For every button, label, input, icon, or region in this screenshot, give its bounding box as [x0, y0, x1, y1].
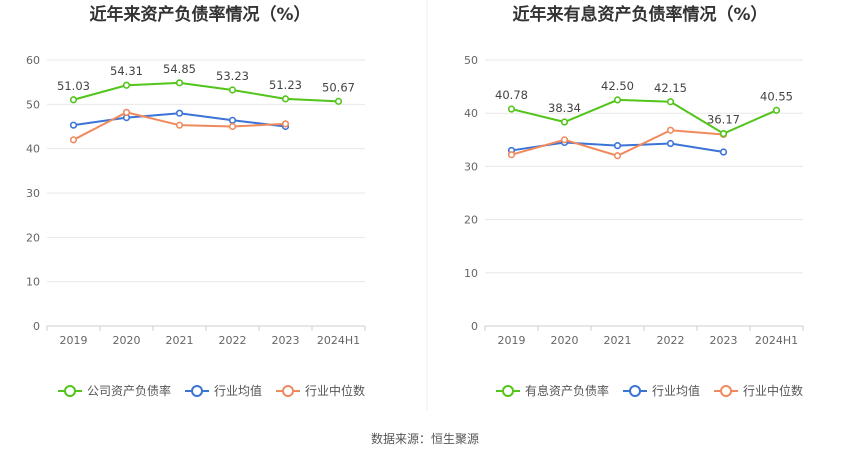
data-label: 54.31	[110, 64, 143, 78]
data-point-company	[666, 98, 675, 106]
data-point-company	[772, 106, 781, 114]
data-label: 51.23	[269, 78, 302, 92]
y-tick-label: 50	[464, 54, 478, 67]
x-tick-label: 2021	[604, 334, 632, 347]
series-line-company	[511, 98, 777, 135]
interest-bearing-debt-ratio-chart: 近年来有息资产负债率情况（%） 0 10 20 30 40 50 2019 2020 2021 20…	[464, 4, 804, 398]
y-tick-label: 0	[33, 320, 40, 333]
data-label: 36.17	[707, 113, 740, 127]
data-point-industry_avg	[613, 142, 622, 150]
data-label: 51.03	[57, 79, 90, 93]
data-point-industry_median	[613, 152, 622, 160]
x-tick-label: 2022	[219, 334, 247, 347]
data-point-industry_median	[507, 151, 516, 159]
data-point-company	[507, 105, 516, 113]
data-label: 40.78	[495, 88, 528, 102]
y-tick-label: 50	[26, 98, 40, 111]
chart-title: 近年来资产负债率情况（%）	[89, 4, 310, 25]
data-point-company	[281, 95, 290, 103]
x-tick-label: 2020	[113, 334, 141, 347]
legend-label: 行业中位数	[305, 383, 365, 398]
legend-label: 公司资产负债率	[87, 383, 171, 398]
data-label: 54.85	[163, 62, 196, 76]
data-point-industry_median	[175, 121, 184, 129]
y-tick-label: 40	[464, 107, 478, 120]
data-point-industry_median	[560, 136, 569, 144]
data-label: 42.15	[654, 81, 687, 95]
legend-swatch-marker	[191, 385, 204, 397]
x-tick-label: 2019	[498, 334, 526, 347]
y-tick-label: 20	[464, 214, 478, 227]
data-point-company	[69, 96, 78, 104]
data-point-industry_median	[69, 136, 78, 144]
chart-title: 近年来有息资产负债率情况（%）	[512, 4, 767, 25]
data-point-industry_median	[666, 126, 675, 134]
x-tick-label: 2024H1	[755, 334, 798, 347]
y-tick-label: 30	[26, 187, 40, 200]
y-tick-label: 10	[464, 267, 478, 280]
series-line-company	[73, 81, 339, 103]
y-tick-label: 10	[26, 276, 40, 289]
data-point-industry_median	[228, 122, 237, 131]
data-label: 38.34	[548, 101, 581, 115]
y-tick-label: 0	[471, 320, 478, 333]
legend-label: 有息资产负债率	[525, 383, 609, 398]
legend-label: 行业均值	[214, 383, 262, 398]
x-tick-label: 2020	[551, 334, 579, 347]
x-tick-label: 2023	[272, 334, 300, 347]
legend-label: 行业中位数	[743, 383, 803, 398]
legend-label: 行业均值	[652, 383, 700, 398]
x-tick-label: 2019	[60, 334, 88, 347]
data-label: 40.55	[760, 89, 793, 103]
debt-ratio-chart: 近年来资产负债率情况（%） 0 10 20 30 40 50 60 2019 2020 2021 20…	[26, 4, 366, 398]
x-tick-label: 2023	[710, 334, 738, 347]
y-tick-label: 30	[464, 160, 478, 173]
data-label: 42.50	[601, 79, 634, 93]
y-tick-label: 60	[26, 54, 40, 67]
y-tick-label: 20	[26, 231, 40, 244]
data-label: 50.67	[322, 80, 355, 94]
legend-swatch-marker	[629, 385, 642, 397]
x-tick-label: 2024H1	[317, 334, 360, 347]
legend-swatch-marker	[64, 385, 76, 397]
data-point-company	[175, 79, 184, 87]
data-source-note: 数据来源：恒生聚源	[371, 431, 479, 446]
data-point-industry_avg	[666, 139, 675, 148]
data-point-company	[613, 96, 622, 104]
legend-swatch-marker	[720, 385, 733, 397]
data-point-company	[560, 118, 569, 126]
data-point-company	[228, 86, 237, 94]
x-tick-label: 2021	[166, 334, 194, 347]
legend-swatch-marker	[502, 385, 514, 397]
data-point-industry_avg	[228, 116, 237, 124]
data-point-company	[334, 97, 343, 105]
data-label: 53.23	[216, 69, 249, 83]
data-point-industry_avg	[69, 121, 78, 129]
data-point-company	[719, 129, 728, 138]
y-tick-label: 40	[26, 143, 40, 156]
data-point-industry_avg	[719, 148, 728, 156]
data-point-company	[122, 81, 131, 89]
legend-swatch-marker	[282, 385, 295, 397]
data-point-industry_median	[281, 120, 290, 128]
x-tick-label: 2022	[657, 334, 685, 347]
data-point-industry_avg	[175, 109, 184, 117]
data-point-industry_median	[122, 108, 131, 116]
